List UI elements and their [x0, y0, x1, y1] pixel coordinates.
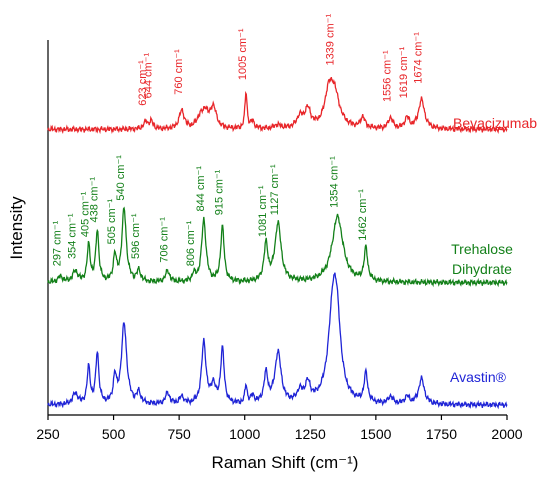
- peak-label: 405 cm⁻¹: [80, 191, 92, 237]
- series-line: [47, 272, 508, 410]
- series-line: [47, 206, 508, 288]
- peak-label: 1462 cm⁻¹: [357, 189, 369, 241]
- x-axis-title: Raman Shift (cm⁻¹): [212, 453, 359, 472]
- x-axis-ticks: 250 500 750 1000 1250 1500 1750 2000: [36, 415, 523, 442]
- peak-label: 760 cm⁻¹: [173, 49, 185, 95]
- peak-label: 623 cm⁻¹: [137, 60, 149, 106]
- peak-label: 596 cm⁻¹: [130, 213, 142, 259]
- peak-label: 1674 cm⁻¹: [412, 32, 424, 84]
- x-tick-label: 1000: [229, 426, 260, 442]
- x-tick-label: 250: [36, 426, 60, 442]
- y-axis-title: Intensity: [7, 196, 26, 260]
- peak-label: 1556 cm⁻¹: [382, 50, 394, 102]
- peak-label: 540 cm⁻¹: [115, 155, 127, 201]
- series-label: Avastin®: [450, 369, 507, 385]
- peak-label: 505 cm⁻¹: [106, 199, 118, 245]
- x-tick-label: 1250: [295, 426, 326, 442]
- peak-label: 644 cm⁻¹: [142, 53, 154, 99]
- peak-label: 806 cm⁻¹: [185, 220, 197, 266]
- series-label: Trehalose Dihydrate: [451, 241, 513, 277]
- x-tick-label: 1500: [360, 426, 391, 442]
- peak-label: 1081 cm⁻¹: [257, 185, 269, 237]
- x-tick-label: 500: [102, 426, 126, 442]
- series-line: [47, 77, 508, 135]
- x-tick-label: 2000: [491, 426, 522, 442]
- x-tick-label: 1750: [426, 426, 457, 442]
- peak-label: 1339 cm⁻¹: [325, 14, 337, 66]
- series-label-line: Dihydrate: [452, 261, 512, 277]
- peak-label: 1005 cm⁻¹: [237, 28, 249, 80]
- peak-label: 915 cm⁻¹: [213, 169, 225, 215]
- series-label-line: Trehalose: [451, 241, 513, 257]
- axes: [47, 40, 507, 416]
- peak-label: 844 cm⁻¹: [195, 166, 207, 212]
- peak-label: 1354 cm⁻¹: [329, 156, 341, 208]
- peak-label: 438 cm⁻¹: [88, 177, 100, 223]
- x-tick-label: 750: [167, 426, 191, 442]
- series-group: Avastin®: [47, 272, 508, 410]
- peak-label: 354 cm⁻¹: [66, 213, 78, 259]
- peak-label: 297 cm⁻¹: [51, 220, 63, 266]
- peak-label: 706 cm⁻¹: [159, 217, 171, 263]
- peak-label: 1127 cm⁻¹: [269, 164, 281, 215]
- peak-label: 1619 cm⁻¹: [398, 46, 410, 98]
- series-label: Bevacizumab: [453, 115, 537, 131]
